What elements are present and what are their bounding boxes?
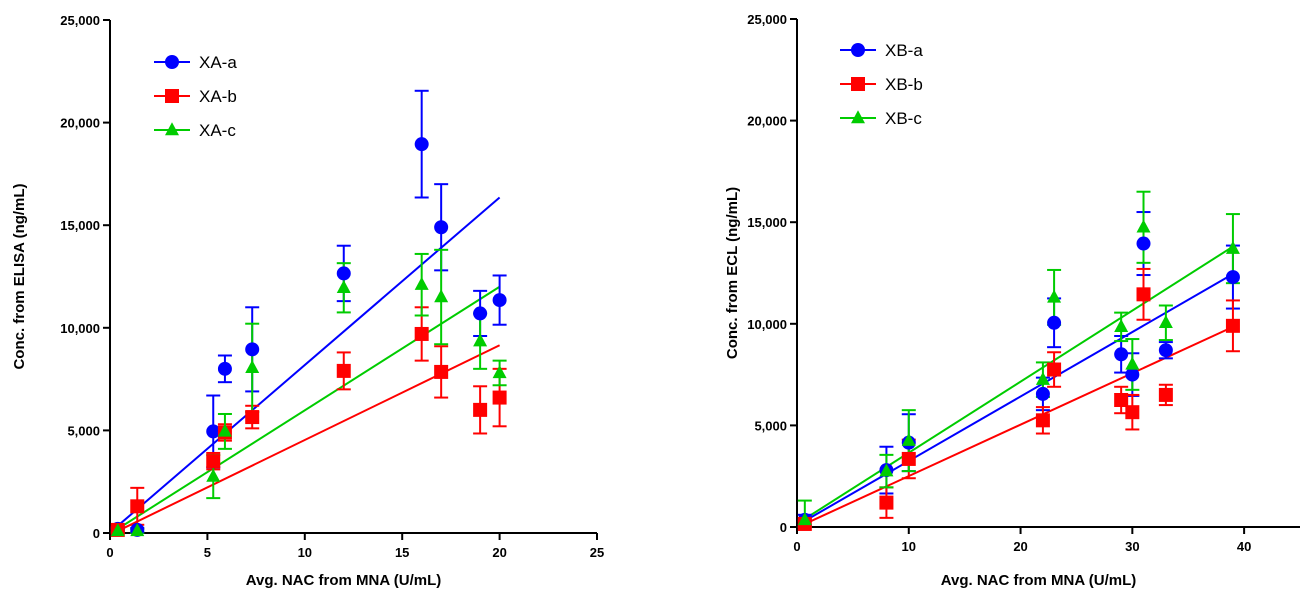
y-tick-label: 10,000 xyxy=(747,317,787,332)
x-tick-label: 20 xyxy=(1013,539,1027,554)
fit-line-xa-a xyxy=(117,196,501,527)
data-point-xa-a xyxy=(434,220,449,235)
data-point-xb-c xyxy=(1035,371,1050,385)
data-point-xa-c xyxy=(130,523,145,537)
data-point-xb-a xyxy=(1125,367,1140,382)
data-point-xa-a xyxy=(473,306,488,321)
y-tick-label: 20,000 xyxy=(60,116,100,131)
y-tick-label: 15,000 xyxy=(747,215,787,230)
chart-elisa: 0 5,000 10,000 15,000 20,000 25,000 0 5 10 15 20 25… xyxy=(11,13,604,589)
legend-marker-xb-c xyxy=(851,110,865,124)
legend-marker-xb-b xyxy=(851,77,865,91)
x-tick-label: 25 xyxy=(590,545,604,560)
x-tick-label: 15 xyxy=(395,545,409,560)
data-point-xa-c xyxy=(473,333,488,347)
data-point-xa-a xyxy=(245,342,260,357)
data-point-xa-b xyxy=(473,402,488,417)
chart-ecl: 0 5,000 10,000 15,000 20,000 25,000 0 10 20 30 40 A… xyxy=(724,12,1300,589)
data-point-xa-a xyxy=(336,266,351,281)
y-tick-label: 10,000 xyxy=(60,321,100,336)
y-axis-title: Conc. from ECL (ng/mL) xyxy=(724,187,741,359)
y-tick-label: 5,000 xyxy=(754,418,787,433)
data-point-xb-c xyxy=(1125,356,1140,370)
data-point-xb-b xyxy=(1136,287,1151,302)
data-point-xb-c xyxy=(1047,289,1062,303)
fit-line-xb-c xyxy=(804,245,1234,520)
data-point-xb-b xyxy=(1114,393,1129,407)
x-tick-label: 5 xyxy=(204,545,211,560)
data-point-xa-b xyxy=(245,410,260,425)
legend-label: XB-b xyxy=(885,75,923,94)
y-tick-label: 5,000 xyxy=(67,423,100,438)
data-point-xb-a xyxy=(1035,386,1050,401)
data-point-xa-b xyxy=(434,364,449,379)
x-tick-label: 40 xyxy=(1237,539,1251,554)
data-point-xb-c xyxy=(901,432,916,446)
data-point-xa-b xyxy=(336,363,351,378)
legend-marker-xa-a xyxy=(165,55,179,69)
data-point-xa-c xyxy=(492,365,507,379)
x-axis-title: Avg. NAC from MNA (U/mL) xyxy=(246,572,442,589)
data-point-xa-a xyxy=(206,424,221,439)
data-point-xa-c xyxy=(245,360,260,374)
x-tick-label: 20 xyxy=(492,545,506,560)
y-axis-title: Conc. from ELISA (ng/mL) xyxy=(11,183,28,369)
data-point-xa-c xyxy=(434,289,449,303)
legend-label: XB-c xyxy=(885,109,922,128)
data-point-xb-c xyxy=(1136,219,1151,233)
data-point-xb-b xyxy=(901,451,916,466)
legend-label: XB-a xyxy=(885,41,923,60)
legend-label: XA-a xyxy=(199,53,237,72)
legend-marker-xa-c xyxy=(165,122,179,136)
data-point-xa-c xyxy=(206,468,221,482)
fit-line-xb-b xyxy=(804,325,1234,525)
y-tick-label: 25,000 xyxy=(747,12,787,27)
data-point-xb-c xyxy=(879,463,894,477)
data-point-xa-c xyxy=(414,276,429,290)
data-point-xa-a xyxy=(217,361,232,376)
data-point-xb-b xyxy=(1035,413,1050,428)
data-point-xb-b xyxy=(879,495,894,510)
data-point-xb-c xyxy=(1158,314,1173,328)
fit-line-xb-a xyxy=(804,273,1234,522)
x-tick-label: 0 xyxy=(793,539,800,554)
y-tick-label: 25,000 xyxy=(60,13,100,28)
legend-label: XA-c xyxy=(199,121,236,140)
data-point-xb-c xyxy=(797,512,812,526)
legend-marker-xb-a xyxy=(851,43,865,57)
data-point-xb-c xyxy=(1225,240,1240,254)
data-point-xb-a xyxy=(1158,343,1173,358)
legend-marker-xa-b xyxy=(165,89,179,103)
y-tick-label: 0 xyxy=(780,520,787,535)
data-point-xb-b xyxy=(1125,405,1140,420)
data-point-xb-b xyxy=(1047,362,1062,377)
legend-label: XA-b xyxy=(199,87,237,106)
data-point-xa-c xyxy=(336,279,351,293)
data-point-xa-b xyxy=(206,454,221,469)
data-point-xb-a xyxy=(1047,315,1062,330)
data-point-xb-a xyxy=(1136,236,1151,251)
data-point-xa-b xyxy=(414,326,429,341)
x-tick-label: 10 xyxy=(902,539,916,554)
x-axis-title: Avg. NAC from MNA (U/mL) xyxy=(941,572,1137,589)
y-tick-label: 15,000 xyxy=(60,218,100,233)
x-tick-label: 30 xyxy=(1125,539,1139,554)
fit-line-xa-c xyxy=(117,285,501,530)
data-point-xa-b xyxy=(492,390,507,405)
y-tick-label: 0 xyxy=(93,526,100,541)
data-point-xa-b xyxy=(130,499,145,514)
data-point-xa-a xyxy=(492,293,507,308)
data-point-xa-a xyxy=(414,137,429,152)
data-point-xb-a xyxy=(1114,347,1129,362)
data-point-xb-c xyxy=(1114,319,1129,333)
data-point-xa-c xyxy=(110,523,125,537)
x-tick-label: 0 xyxy=(106,545,113,560)
data-point-xb-b xyxy=(1225,318,1240,333)
x-tick-label: 10 xyxy=(298,545,312,560)
data-point-xb-b xyxy=(1158,387,1173,402)
data-point-xb-a xyxy=(1225,270,1240,285)
y-tick-label: 20,000 xyxy=(747,114,787,129)
data-point-xa-c xyxy=(217,423,232,437)
